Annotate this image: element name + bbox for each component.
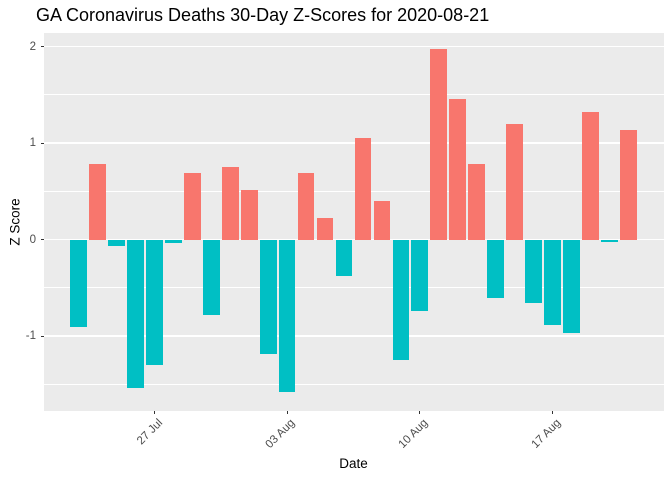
x-tick-mark — [551, 410, 553, 414]
bar-2020-07-25 — [108, 239, 125, 247]
x-tick-label: 03 Aug — [263, 417, 298, 451]
x-tick-mark — [154, 410, 155, 414]
chart-title: GA Coronavirus Deaths 30-Day Z-Scores fo… — [36, 5, 490, 25]
bar-2020-07-31 — [221, 167, 239, 240]
gridline-minor — [43, 383, 664, 385]
x-tick-label: 27 Jul — [134, 417, 165, 448]
bar-2020-07-30 — [203, 239, 220, 315]
bar-2020-08-20 — [600, 239, 618, 242]
x-tick-mark — [419, 410, 421, 414]
bar-2020-08-04 — [297, 172, 315, 240]
bar-2020-07-27 — [146, 239, 163, 366]
bar-2020-08-17 — [544, 239, 561, 325]
y-tick-label: -1 — [25, 330, 36, 343]
x-tick-label: 10 Aug — [396, 417, 431, 451]
y-tick-mark — [40, 239, 44, 241]
y-tick-label: 0 — [29, 233, 36, 246]
y-tick-mark — [40, 46, 44, 48]
gridline-major — [43, 335, 664, 337]
plot-panel — [43, 33, 664, 411]
x-axis-title: Date — [339, 456, 368, 471]
bar-2020-08-12 — [449, 98, 467, 240]
gridline-major — [43, 142, 664, 144]
gridline-minor — [43, 190, 664, 192]
gridline-major — [43, 238, 664, 241]
gridline-minor — [43, 94, 664, 96]
bar-2020-08-13 — [468, 164, 485, 240]
y-tick-label: 1 — [29, 137, 36, 150]
bar-2020-08-03 — [278, 239, 296, 393]
bar-2020-07-29 — [184, 172, 201, 240]
bar-2020-07-24 — [89, 164, 106, 240]
y-tick-label: 2 — [29, 40, 36, 53]
bar-2020-08-09 — [392, 239, 410, 361]
bar-2020-08-07 — [354, 138, 372, 240]
bar-2020-08-14 — [487, 239, 504, 298]
x-tick-mark — [286, 410, 288, 414]
bar-2020-08-11 — [430, 49, 448, 240]
bar-2020-08-10 — [411, 239, 429, 312]
y-tick-mark — [40, 335, 44, 337]
bar-2020-08-16 — [525, 239, 542, 304]
bar-2020-08-19 — [582, 112, 599, 240]
bar-2020-08-01 — [240, 190, 258, 240]
bar-2020-08-05 — [316, 218, 334, 240]
x-tick-label: 17 Aug — [529, 417, 563, 451]
gridline-major — [43, 45, 664, 48]
bar-2020-07-28 — [165, 239, 182, 244]
bar-2020-08-06 — [335, 239, 353, 277]
bar-2020-08-15 — [506, 123, 523, 240]
bar-2020-08-21 — [619, 129, 637, 240]
bar-2020-08-18 — [563, 239, 580, 334]
gridline-minor — [43, 287, 664, 289]
bar-2020-07-26 — [127, 239, 144, 389]
bar-2020-08-02 — [259, 239, 277, 354]
bar-2020-08-08 — [373, 200, 391, 240]
bar-2020-07-23 — [70, 239, 88, 327]
y-tick-mark — [40, 142, 44, 144]
